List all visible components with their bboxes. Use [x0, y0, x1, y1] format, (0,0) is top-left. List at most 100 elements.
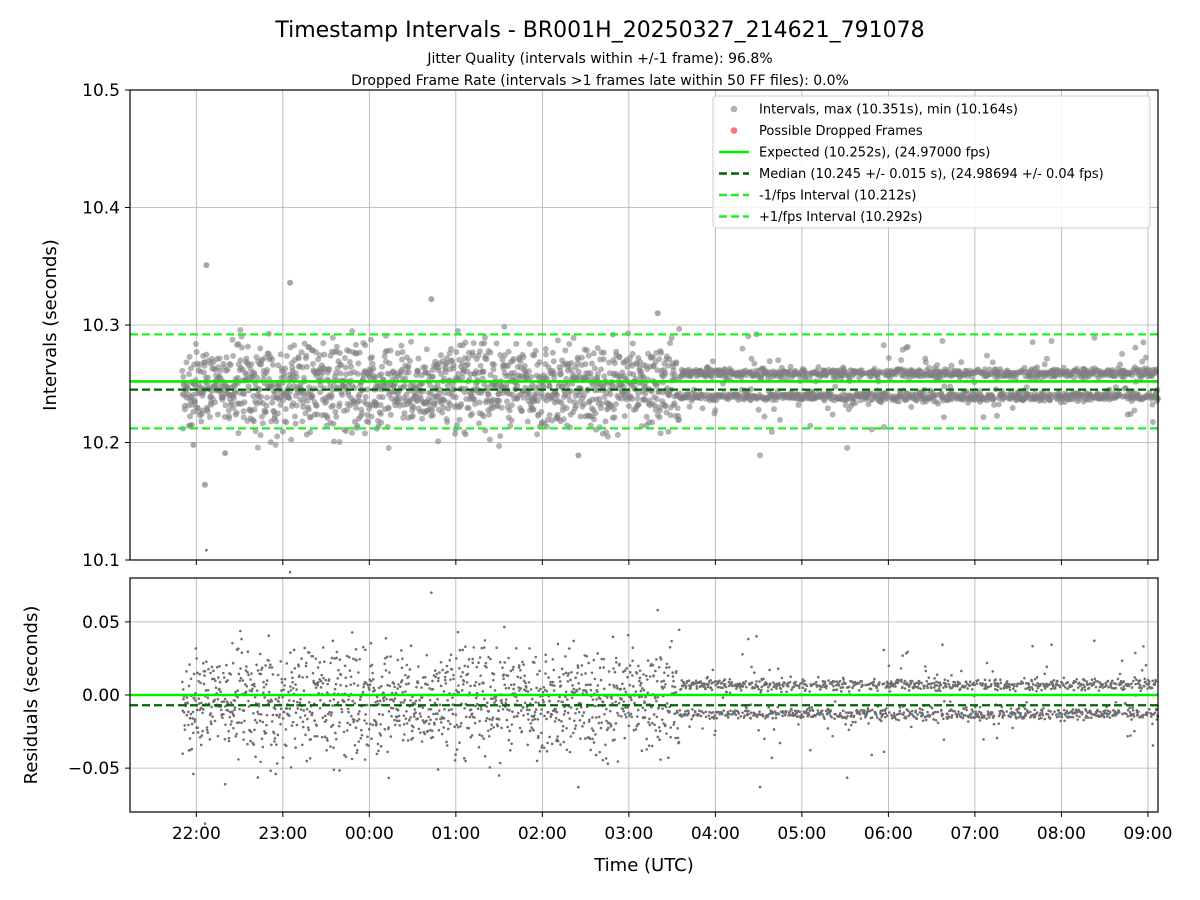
residual-point [774, 716, 778, 720]
interval-point [378, 419, 385, 426]
residual-point [655, 658, 658, 661]
residual-point [425, 653, 429, 657]
residual-point [844, 682, 847, 685]
residual-point [213, 698, 216, 702]
residual-point [571, 731, 575, 735]
interval-point [429, 407, 436, 414]
interval-point [653, 396, 660, 403]
residual-point [623, 687, 626, 691]
residual-point [898, 709, 902, 713]
interval-point [379, 394, 386, 401]
residual-point [687, 709, 690, 713]
residual-point [765, 682, 769, 686]
residual-point [861, 684, 864, 687]
residual-point [336, 677, 340, 680]
residual-point [483, 754, 487, 758]
residual-point [660, 718, 664, 721]
residual-point [623, 736, 626, 740]
residual-point [599, 697, 602, 701]
residual-point [216, 697, 220, 701]
residual-point [663, 671, 666, 674]
residual-point [256, 776, 260, 779]
residual-point [516, 675, 520, 679]
residual-point [187, 684, 191, 688]
residual-point [458, 666, 461, 670]
residual-point [607, 670, 611, 673]
residual-point [800, 713, 803, 716]
residual-point [474, 696, 478, 700]
residual-point [497, 709, 500, 713]
residual-point [624, 706, 627, 709]
residual-point [689, 686, 693, 690]
residual-point [722, 709, 725, 712]
residual-point [430, 729, 434, 733]
residual-point [647, 744, 651, 747]
residual-point [358, 698, 362, 701]
residual-point [771, 716, 774, 720]
interval-point [206, 414, 213, 421]
interval-point [628, 396, 635, 403]
residual-point [894, 718, 898, 721]
interval-outlier-point [575, 452, 582, 459]
residual-point [469, 708, 473, 711]
interval-point [286, 395, 293, 402]
residual-point [549, 680, 552, 684]
residual-point [530, 697, 534, 701]
residual-point [313, 719, 317, 723]
residual-point [872, 680, 875, 684]
residual-point [308, 710, 312, 713]
residual-point [393, 697, 397, 700]
residual-point [778, 684, 782, 687]
residual-point [403, 698, 406, 702]
interval-point [192, 341, 199, 348]
residual-point [316, 666, 320, 669]
residual-point [545, 749, 549, 753]
residual-point [408, 668, 412, 671]
interval-point [298, 349, 305, 356]
residual-point [775, 687, 778, 690]
interval-point [241, 399, 248, 406]
residual-point [267, 634, 271, 637]
interval-point [497, 433, 504, 440]
residual-point [529, 722, 533, 725]
residual-point [196, 731, 200, 734]
interval-point [518, 407, 525, 414]
residual-point [852, 714, 856, 718]
residual-point [197, 697, 201, 700]
residual-point [539, 687, 542, 691]
interval-point [534, 431, 541, 438]
residual-point [415, 685, 418, 689]
interval-point [444, 382, 451, 389]
interval-point [415, 355, 422, 362]
residual-point [668, 665, 671, 669]
residual-point [863, 709, 866, 713]
residual-point [291, 681, 294, 684]
residual-point [802, 715, 805, 719]
residual-point [311, 711, 314, 715]
interval-point [453, 422, 460, 429]
residual-point [573, 691, 576, 694]
residual-point [519, 676, 523, 680]
interval-point [815, 364, 822, 371]
residual-point [760, 685, 763, 689]
interval-point [538, 390, 545, 397]
residual-point [319, 686, 323, 689]
residual-point [219, 708, 223, 712]
residual-point [467, 726, 471, 730]
interval-point [211, 399, 218, 406]
residual-point [289, 685, 292, 688]
interval-outlier-point [190, 441, 197, 448]
interval-point [437, 352, 444, 359]
residual-point [745, 685, 748, 689]
residual-point [792, 685, 796, 689]
interval-point [326, 365, 333, 372]
residual-point [330, 656, 334, 660]
residual-point [594, 733, 597, 736]
residual-point [193, 718, 197, 721]
residual-point [712, 717, 716, 720]
residual-point [292, 699, 296, 703]
interval-point [230, 395, 237, 402]
interval-point [925, 364, 932, 371]
residual-point [566, 698, 569, 701]
residual-point [674, 690, 678, 694]
